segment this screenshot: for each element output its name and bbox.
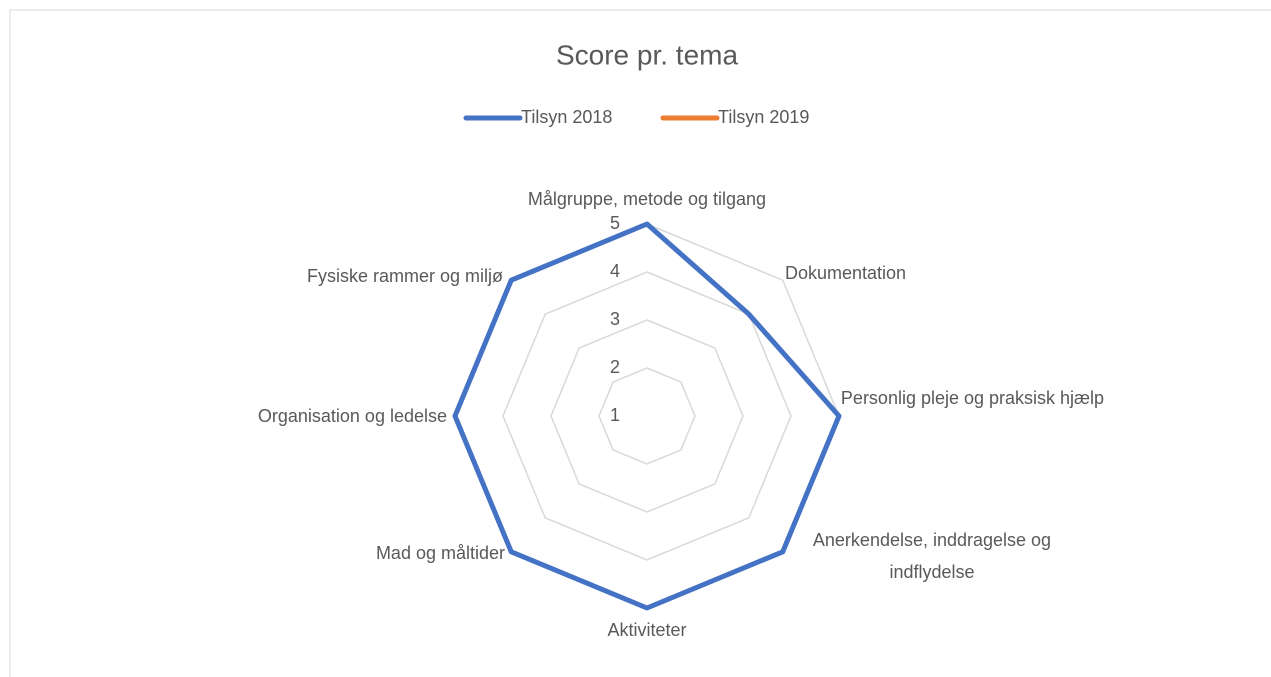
category-label: Fysiske rammer og miljø <box>306 266 503 286</box>
category-label: Mad og måltider <box>375 543 505 563</box>
category-label: Dokumentation <box>785 263 907 283</box>
r-tick-label: 5 <box>610 213 620 233</box>
category-label: Aktiviteter <box>607 620 687 640</box>
legend-label: Tilsyn 2019 <box>718 107 809 127</box>
r-tick-label: 2 <box>610 357 620 377</box>
grid-ring <box>598 367 696 465</box>
r-tick-label: 4 <box>610 261 620 281</box>
r-tick-label: 3 <box>610 309 620 329</box>
grid-ring <box>550 319 744 513</box>
grid-ring <box>502 271 792 561</box>
category-label: Målgruppe, metode og tilgang <box>527 189 767 209</box>
chart-border <box>9 9 1271 677</box>
category-label: Anerkendelse, inddragelse og indflydelse <box>812 530 1052 582</box>
legend-label: Tilsyn 2018 <box>521 107 612 127</box>
r-tick-label: 1 <box>610 405 620 425</box>
category-label: Organisation og ledelse <box>257 406 447 426</box>
series-line <box>452 221 842 611</box>
chart-title: Score pr. tema <box>556 39 739 70</box>
category-label: Personlig pleje og praksisk hjælp <box>840 388 1105 408</box>
